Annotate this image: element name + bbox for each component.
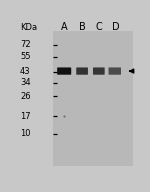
Text: C: C xyxy=(95,22,102,32)
Text: 10: 10 xyxy=(20,129,30,138)
Text: 55: 55 xyxy=(20,52,30,61)
FancyBboxPatch shape xyxy=(76,67,88,75)
Text: D: D xyxy=(112,22,119,32)
FancyBboxPatch shape xyxy=(93,67,105,75)
Text: KDa: KDa xyxy=(20,23,37,32)
Text: 72: 72 xyxy=(20,40,31,49)
Text: A: A xyxy=(60,22,67,32)
Text: 34: 34 xyxy=(20,78,31,87)
Text: 17: 17 xyxy=(20,112,31,121)
Text: 26: 26 xyxy=(20,92,31,101)
FancyBboxPatch shape xyxy=(108,67,121,75)
Text: 43: 43 xyxy=(20,67,31,76)
Bar xyxy=(53,31,133,166)
Text: B: B xyxy=(79,22,85,32)
FancyBboxPatch shape xyxy=(57,67,71,75)
